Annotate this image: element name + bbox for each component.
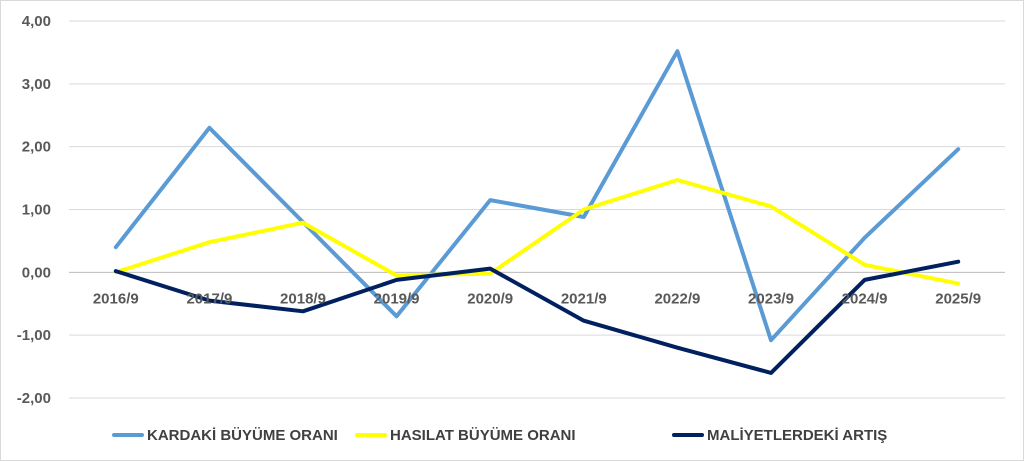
y-tick-label: 2,00 — [22, 139, 51, 156]
x-tick-label: 2022/9 — [654, 290, 700, 307]
x-tick-label: 2020/9 — [467, 290, 513, 307]
x-axis-ticks: 2016/9 2017/9 2018/9 2019/9 2020/9 2021/9 2022… — [93, 290, 981, 307]
series-layer — [113, 49, 961, 375]
x-tick-label: 2025/9 — [935, 290, 981, 307]
x-tick-label: 2021/9 — [561, 290, 607, 307]
legend: KARDAKİ BÜYÜME ORANI HASILAT BÜYÜME ORANI… — [112, 427, 887, 444]
legend-label: HASILAT BÜYÜME ORANI — [390, 427, 576, 444]
y-tick-label: -2,00 — [17, 390, 51, 407]
x-tick-label: 2019/9 — [374, 290, 420, 307]
legend-label: KARDAKİ BÜYÜME ORANI — [147, 427, 338, 444]
grid-layer — [69, 20, 1005, 399]
y-axis-ticks: -2,00 -1,00 0,00 1,00 2,00 3,00 4,00 — [17, 13, 51, 407]
x-tick-label: 2023/9 — [748, 290, 794, 307]
y-tick-label: 4,00 — [22, 13, 51, 30]
series-line-3 — [113, 259, 961, 375]
x-tick-label: 2017/9 — [186, 290, 232, 307]
y-tick-label: 3,00 — [22, 76, 51, 93]
y-tick-label: 0,00 — [22, 264, 51, 281]
legend-label: MALİYETLERDEKİ ARTIŞ — [707, 427, 887, 444]
y-tick-label: -1,00 — [17, 327, 51, 344]
y-tick-label: 1,00 — [22, 202, 51, 219]
series-line-1 — [113, 49, 961, 343]
x-tick-label: 2016/9 — [93, 290, 139, 307]
x-tick-label: 2024/9 — [842, 290, 888, 307]
x-tick-label: 2018/9 — [280, 290, 326, 307]
series-line-2 — [113, 178, 961, 286]
